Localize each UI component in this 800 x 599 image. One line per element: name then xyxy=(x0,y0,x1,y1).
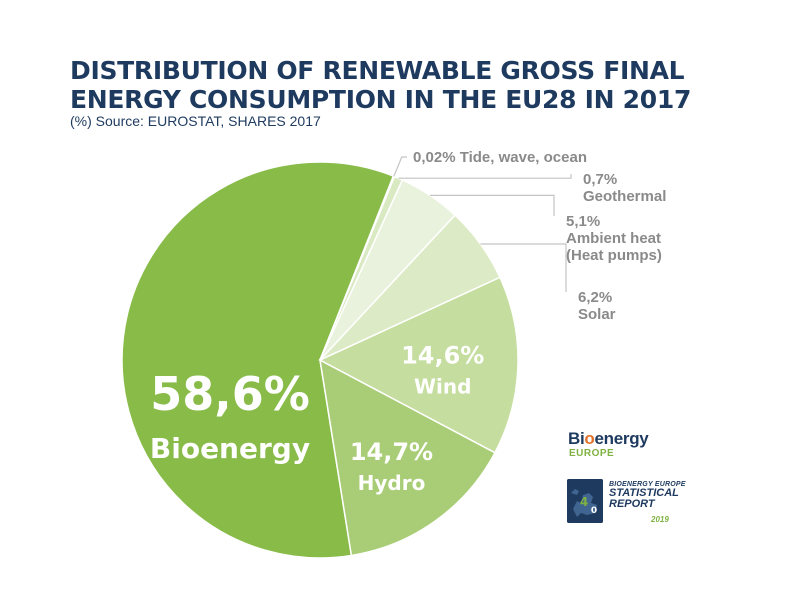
report-line-2: STATISTICAL xyxy=(609,487,679,499)
leader-line-ambient-heat-heat-pumps xyxy=(430,194,555,216)
slice-name-ambient-heat-heat-pumps-line-2: (Heat pumps) xyxy=(566,247,662,264)
bioenergy-europe-logo: Bioenergy EUROPE xyxy=(568,429,649,459)
slice-name-hydro: Hydro xyxy=(358,471,426,495)
slice-name-bioenergy: Bioenergy xyxy=(150,432,310,465)
chart-title-line-1: DISTRIBUTION OF RENEWABLE GROSS FINAL xyxy=(70,56,685,85)
leader-line-solar xyxy=(480,243,567,292)
logo-wordmark: Bioenergy xyxy=(568,429,649,449)
logo-part-1: Bi xyxy=(568,429,585,448)
leader-line-geothermal xyxy=(398,174,572,179)
report-title: BIOENERGY EUROPE STATISTICAL REPORT xyxy=(609,481,686,510)
slice-label-tide-wave-ocean: 0,02% Tide, wave, ocean xyxy=(413,149,587,166)
report-year: 2019 xyxy=(651,515,669,524)
slice-value-ambient-heat-heat-pumps: 5,1% xyxy=(566,213,600,230)
slice-value-wind: 14,6% xyxy=(401,341,484,369)
statistical-report-badge: 4 0 BIOENERGY EUROPE STATISTICAL REPORT … xyxy=(567,479,695,529)
slice-name-wind: Wind xyxy=(414,374,471,398)
slice-value-hydro: 14,7% xyxy=(350,438,433,466)
leader-line-tide-wave-ocean xyxy=(393,156,407,177)
slice-name-solar: Solar xyxy=(578,306,616,323)
report-line-3: REPORT xyxy=(609,498,655,510)
slice-value-geothermal: 0,7% xyxy=(583,171,617,188)
slice-name-ambient-heat-heat-pumps-line-1: Ambient heat xyxy=(566,230,661,247)
logo-subtitle: EUROPE xyxy=(569,448,615,459)
slice-value-bioenergy: 58,6% xyxy=(150,367,310,421)
slice-value-solar: 6,2% xyxy=(578,289,612,306)
chart-title-line-2: ENERGY CONSUMPTION IN THE EU28 IN 2017 xyxy=(70,85,692,114)
logo-flame-o: o xyxy=(584,429,595,448)
chart-title: DISTRIBUTION OF RENEWABLE GROSS FINAL EN… xyxy=(70,56,790,114)
pie-slice-bioenergy xyxy=(121,161,396,559)
europe-map-icon: 4 0 xyxy=(567,479,603,523)
svg-text:4: 4 xyxy=(580,495,588,509)
chart-subtitle: (%) Source: EUROSTAT, SHARES 2017 xyxy=(70,113,321,129)
report-line-1: BIOENERGY EUROPE xyxy=(609,481,686,488)
slice-name-geothermal: Geothermal xyxy=(583,188,666,205)
pie-slice-wind xyxy=(318,276,519,454)
pie-slice-hydro xyxy=(319,358,496,557)
svg-text:0: 0 xyxy=(591,506,597,516)
logo-part-3: energy xyxy=(594,429,649,448)
